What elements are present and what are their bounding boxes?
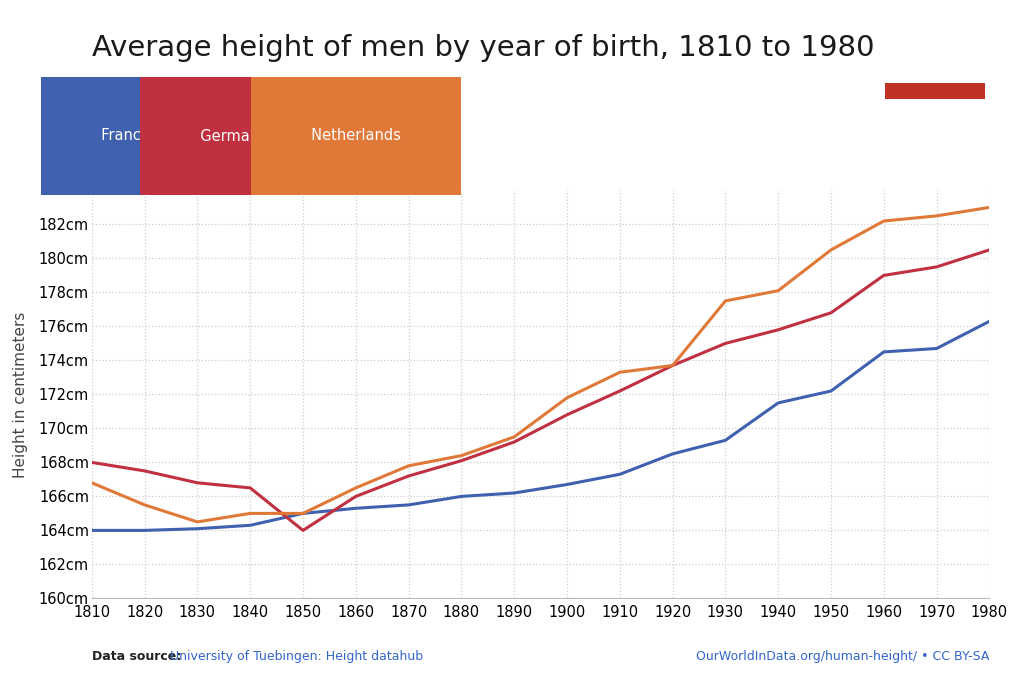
Bar	[884, 83, 984, 99]
Text: France: France	[92, 129, 159, 143]
Y-axis label: Height in centimeters: Height in centimeters	[12, 311, 28, 477]
Text: in Data: in Data	[911, 63, 958, 77]
Text: Germany: Germany	[191, 129, 276, 143]
Text: Netherlands: Netherlands	[302, 129, 410, 143]
Text: Data source:: Data source:	[92, 650, 181, 663]
Text: University of Tuebingen: Height datahub: University of Tuebingen: Height datahub	[166, 650, 423, 663]
Text: OurWorldInData.org/human-height/ • CC BY-SA: OurWorldInData.org/human-height/ • CC BY…	[695, 650, 988, 663]
Text: Average height of men by year of birth, 1810 to 1980: Average height of men by year of birth, …	[92, 34, 873, 62]
Text: Our World: Our World	[901, 44, 968, 57]
